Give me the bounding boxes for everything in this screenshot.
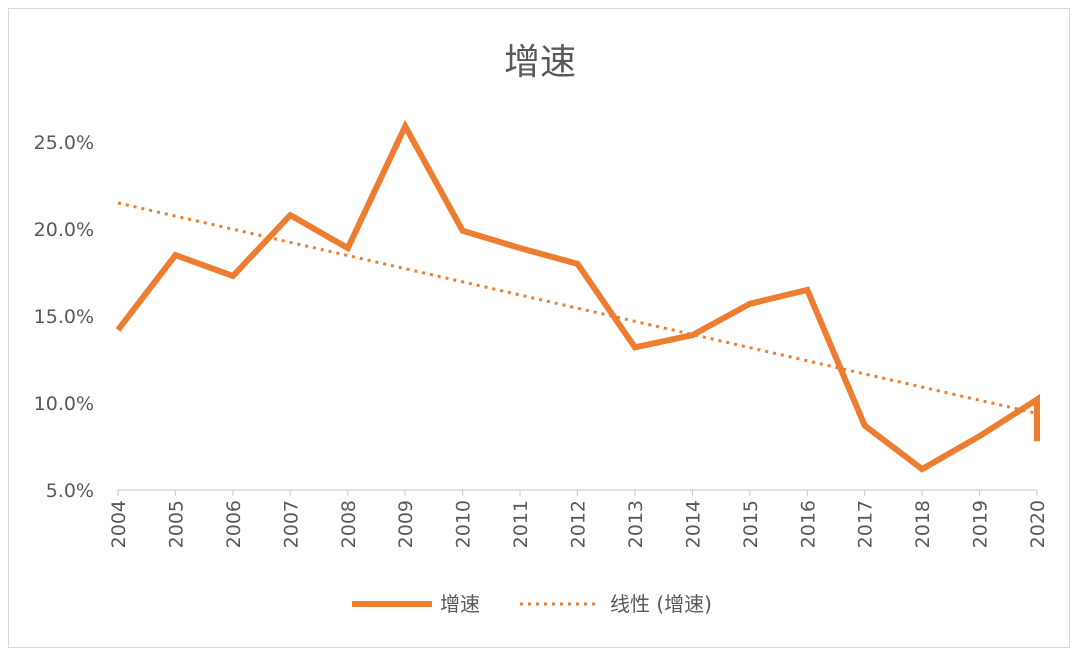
- x-tick-label: 2018: [912, 500, 934, 548]
- x-axis-ticks: 2004 2005 2006 2007 2008 2009 2010 2011 2012 2013…: [108, 500, 1049, 548]
- x-tick-label: 2020: [1027, 500, 1049, 548]
- legend-label-growth: 增速: [440, 592, 480, 616]
- x-tick-label: 2014: [682, 500, 704, 548]
- x-tick-label: 2017: [855, 500, 877, 548]
- x-axis-tickmarks: [117, 490, 1038, 496]
- chart-frame: [8, 8, 1070, 648]
- legend-label-trendline: 线性 (增速): [610, 592, 712, 616]
- x-tick-label: 2005: [165, 500, 187, 548]
- x-tick-label: 2009: [395, 500, 417, 548]
- x-tick-label: 2007: [280, 500, 302, 548]
- x-tick-label: 2004: [108, 500, 130, 548]
- trendline: [117, 201, 1038, 415]
- y-tick-label: 5.0%: [46, 480, 94, 502]
- y-tick-label: 10.0%: [34, 393, 94, 415]
- y-tick-label: 20.0%: [34, 219, 94, 241]
- y-axis-ticks: 5.0% 10.0% 15.0% 20.0% 25.0%: [34, 132, 94, 502]
- x-tick-label: 2006: [223, 500, 245, 548]
- x-tick-label: 2011: [510, 500, 532, 548]
- y-tick-label: 25.0%: [34, 132, 94, 154]
- chart-title: 增速: [504, 42, 576, 83]
- x-tick-label: 2008: [338, 500, 360, 548]
- y-tick-label: 15.0%: [34, 306, 94, 328]
- x-tick-label: 2012: [568, 500, 590, 548]
- x-tick-label: 2013: [625, 500, 647, 548]
- legend: 增速 线性 (增速): [352, 592, 712, 616]
- x-tick-label: 2016: [797, 500, 819, 548]
- series-line-growth: [115, 119, 1040, 473]
- x-tick-label: 2010: [453, 500, 475, 548]
- x-tick-label: 2019: [970, 500, 992, 548]
- x-tick-label: 2015: [740, 500, 762, 548]
